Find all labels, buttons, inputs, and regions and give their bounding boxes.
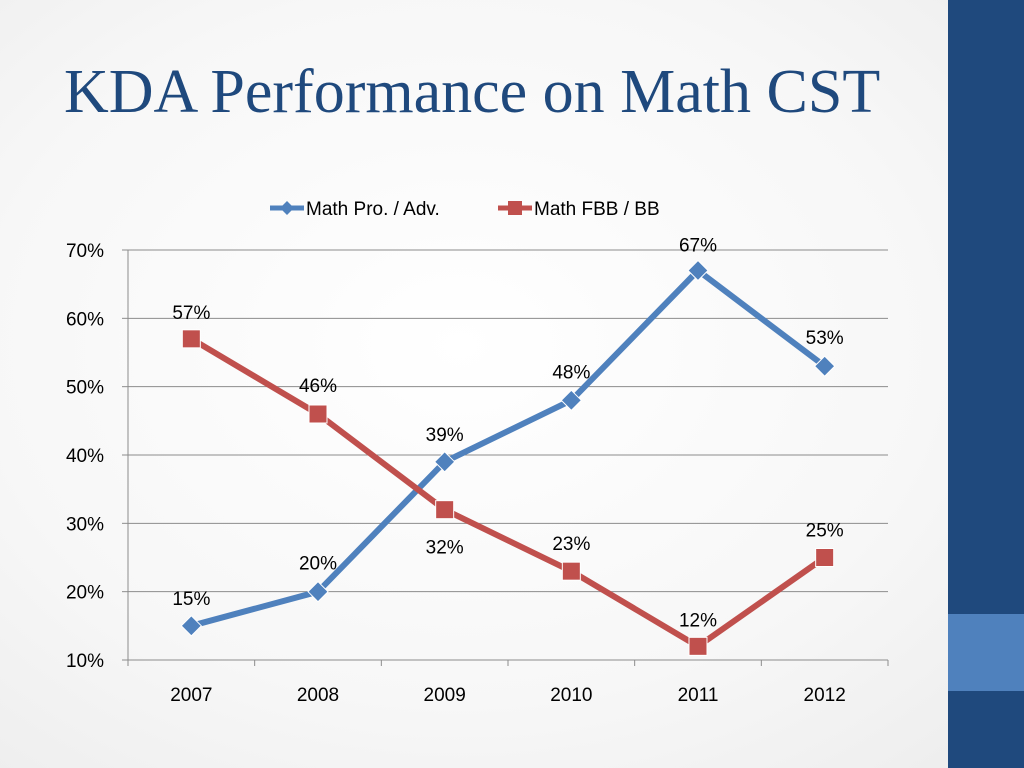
slide-title: KDA Performance on Math CST [64,58,881,126]
x-tick-label: 2008 [297,685,339,706]
data-label: 20% [299,554,337,575]
y-tick-label: 30% [66,514,104,535]
data-label: 46% [299,376,337,397]
data-point-square [435,500,455,520]
data-label: 12% [679,610,717,631]
data-label: 57% [172,303,210,324]
data-point-square [561,561,581,581]
data-label: 25% [806,521,844,542]
data-point-square [688,636,708,656]
data-point-square [181,329,201,349]
series-line-2 [188,335,828,650]
data-label: 39% [426,425,464,446]
x-tick-label: 2007 [170,685,212,706]
legend-marker-diamond [280,201,294,215]
y-tick-label: 10% [66,651,104,672]
x-tick-label: 2012 [804,685,846,706]
data-label: 53% [806,328,844,349]
x-tick-label: 2011 [678,685,719,706]
data-point-diamond [687,259,709,282]
legend-label: Math FBB / BB [534,199,660,220]
y-tick-label: 50% [66,378,104,399]
y-tick-label: 60% [66,309,104,330]
data-label: 48% [552,362,590,383]
x-tick-label: 2010 [550,685,592,706]
data-point-diamond [307,580,329,603]
legend-label: Math Pro. / Adv. [306,199,440,220]
data-label: 32% [426,538,464,559]
data-point-diamond [813,355,836,377]
x-tick-label: 2009 [424,685,466,706]
data-point-diamond [180,615,203,637]
data-label: 15% [172,589,210,610]
data-point-diamond [433,451,456,473]
y-tick-label: 20% [66,583,104,604]
data-point-square [308,404,328,424]
y-tick-label: 70% [66,241,104,262]
data-label: 23% [552,534,590,555]
data-point-diamond [560,389,583,412]
line-chart: 10% 20% 30% 40% 50% 60% 70% 2007 2008 2009 2010 201… [66,199,889,706]
data-point-square [815,548,835,567]
side-accent [948,614,1024,691]
data-label: 67% [679,236,717,257]
series-line-1 [188,267,828,629]
y-tick-label: 40% [66,446,104,467]
legend-marker-square [508,201,522,215]
